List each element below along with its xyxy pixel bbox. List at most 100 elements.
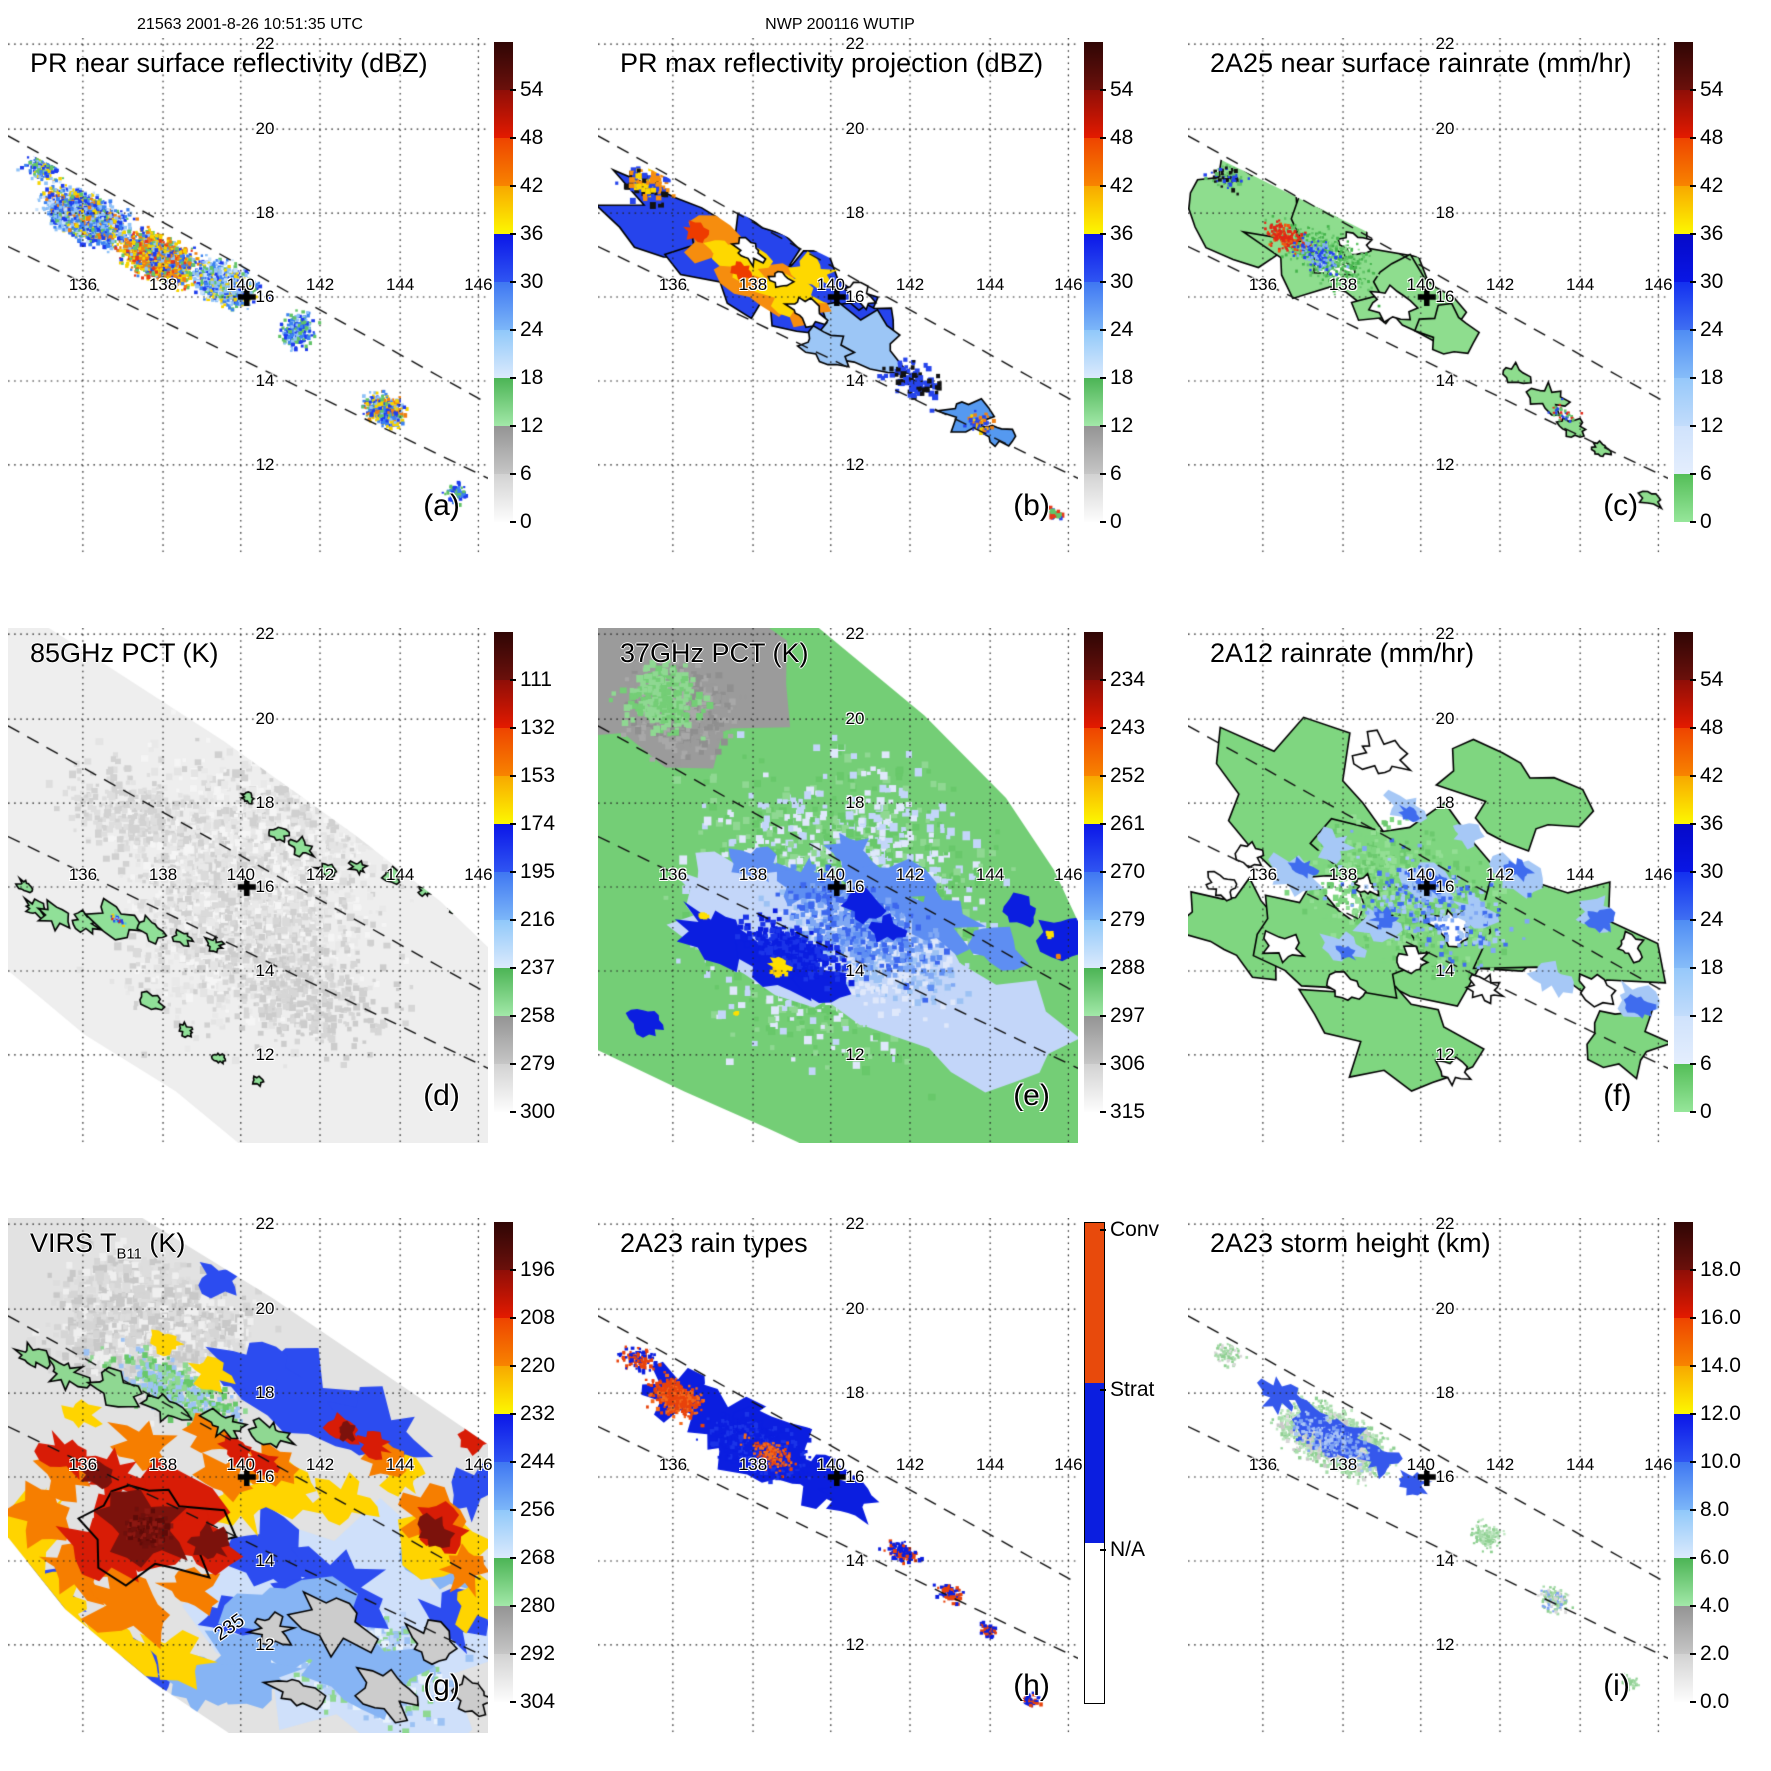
panel-title-text: VIRS T (30, 1228, 117, 1258)
colorbar-tick-mark (1690, 521, 1696, 523)
colorbar-tick-label: 132 (520, 716, 556, 739)
map-canvas-e (598, 628, 1078, 1143)
colorbar-segment (1084, 42, 1103, 90)
lon-tick-label: 146 (1644, 1454, 1673, 1474)
colorbar-tick-label: 48 (520, 126, 544, 149)
lon-tick-label: 146 (464, 274, 493, 294)
colorbar-tick-mark (1690, 425, 1696, 427)
panel-title-text: 37GHz PCT (K) (620, 638, 809, 668)
colorbar-segment (1084, 282, 1103, 330)
colorbar-segment (1674, 186, 1693, 234)
colorbar-segment (494, 1558, 513, 1606)
colorbar-segment (494, 968, 513, 1016)
colorbar-tick-mark (510, 377, 516, 379)
lon-tick-label: 144 (975, 274, 1005, 294)
colorbar-tick-mark (510, 473, 516, 475)
colorbar-tick-label: 315 (1110, 1100, 1146, 1123)
colorbar-tick-label: 18 (520, 366, 544, 389)
colorbar-tick-mark (510, 919, 516, 921)
lat-tick-label: 14 (255, 960, 275, 980)
lat-tick-label: 18 (1435, 1383, 1455, 1403)
colorbar-tick-mark (1690, 1111, 1696, 1113)
colorbar-tick-mark (1690, 727, 1696, 729)
colorbar-tick-mark (1690, 1365, 1696, 1367)
colorbar-segment (1674, 872, 1693, 920)
panel-letter-f: (f) (1603, 1078, 1632, 1112)
lon-tick-label: 144 (975, 1454, 1005, 1474)
panel-title-i: 2A23 storm height (km) (1210, 1228, 1491, 1262)
lat-tick-label: 20 (255, 709, 275, 729)
colorbar-segment (1084, 234, 1103, 282)
lon-tick-label: 138 (738, 864, 768, 884)
lon-tick-label: 142 (895, 1454, 925, 1474)
map-canvas-f (1188, 628, 1668, 1143)
colorbar-segment (494, 90, 513, 138)
colorbar-tick-mark (510, 1509, 516, 1511)
colorbar-tick-mark (510, 281, 516, 283)
colorbar-tick-mark (510, 1365, 516, 1367)
lat-tick-label: 18 (255, 203, 275, 223)
colorbar-segment (1674, 1606, 1693, 1654)
colorbar-segment (494, 1064, 513, 1112)
colorbar-segment (1674, 1462, 1693, 1510)
colorbar-tick-label: 0 (520, 510, 532, 533)
colorbar-e (1084, 632, 1103, 1112)
panel-letter-d: (d) (423, 1078, 460, 1112)
colorbar-segment (1085, 1383, 1104, 1543)
colorbar-tick-label: 30 (1700, 270, 1724, 293)
colorbar-g (494, 1222, 513, 1702)
colorbar-tick-mark (1690, 1461, 1696, 1463)
map-canvas-d (8, 628, 488, 1143)
colorbar-tick-label: 279 (1110, 908, 1146, 931)
lon-tick-label: 140 (816, 864, 845, 884)
colorbar-segment (494, 1654, 513, 1702)
panel-title-text: PR max reflectivity projection (dBZ) (620, 48, 1044, 78)
colorbar-segment (1084, 776, 1103, 824)
colorbar-tick-label: 2.0 (1700, 1642, 1730, 1665)
colorbar-tick-label: 244 (520, 1450, 556, 1473)
colorbar-segment (1084, 90, 1103, 138)
colorbar-tick-mark (1690, 377, 1696, 379)
colorbar-tick-label: 4.0 (1700, 1594, 1730, 1617)
colorbar-segment (494, 330, 513, 378)
colorbar-tick-label: 288 (1110, 956, 1146, 979)
colorbar-tick-label: 24 (1110, 318, 1134, 341)
colorbar-tick-label: 24 (1700, 908, 1724, 931)
panel-c: 2A25 near surface rainrate (mm/hr) 136 138… (1188, 34, 1771, 557)
lat-tick-label: 16 (1435, 877, 1455, 897)
colorbar-tick-label: 6 (1700, 1052, 1712, 1075)
colorbar-segment (1674, 330, 1693, 378)
lon-tick-label: 140 (816, 1454, 845, 1474)
colorbar-tick-label: 220 (520, 1354, 556, 1377)
colorbar-tick-label: 195 (520, 860, 556, 883)
colorbar-tick-mark (1100, 823, 1106, 825)
lon-tick-label: 144 (385, 274, 415, 294)
colorbar-tick-label: N/A (1110, 1538, 1146, 1561)
colorbar-segment (1674, 1558, 1693, 1606)
lat-tick-label: 14 (255, 370, 275, 390)
lat-tick-label: 14 (1435, 1550, 1455, 1570)
colorbar-segment (494, 1222, 513, 1270)
colorbar-tick-mark (510, 871, 516, 873)
colorbar-segment (1084, 186, 1103, 234)
colorbar-tick-mark (1100, 185, 1106, 187)
colorbar-tick-mark (510, 1269, 516, 1271)
panel-title-text: 2A23 rain types (620, 1228, 808, 1258)
colorbar-tick-label: 0.0 (1700, 1690, 1730, 1713)
colorbar-segment (1084, 824, 1103, 872)
colorbar-tick-mark (510, 727, 516, 729)
colorbar-tick-label: Conv (1110, 1218, 1160, 1241)
panel-letter-i: (i) (1603, 1668, 1630, 1702)
panel-letter-b: (b) (1013, 488, 1050, 522)
lon-tick-label: 140 (816, 274, 845, 294)
colorbar-segment (1674, 378, 1693, 426)
lon-tick-label: 138 (1328, 274, 1358, 294)
panel-f: 2A12 rainrate (mm/hr) 136 138 140 142 144 146 2… (1188, 624, 1771, 1147)
lat-tick-label: 22 (845, 624, 865, 644)
panel-i: 2A23 storm height (km) 136 138 140 142 144 146… (1188, 1214, 1771, 1737)
panel-g: VIRS TB11 (K) 136 138 140 142 144 146 22 20 18 16 1… (8, 1214, 591, 1737)
lon-tick-label: 144 (1565, 274, 1595, 294)
lon-tick-label: 142 (305, 864, 335, 884)
lat-tick-label: 16 (845, 1467, 865, 1487)
